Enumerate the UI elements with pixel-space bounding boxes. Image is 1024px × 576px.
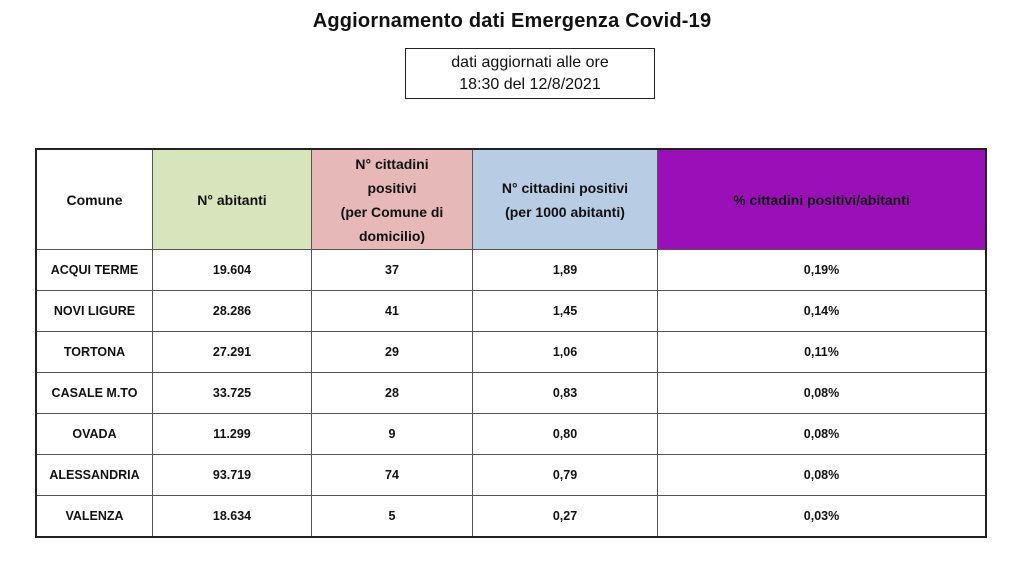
cell-perc: 0,14% (657, 290, 987, 332)
update-timestamp-box: dati aggiornati alle ore 18:30 del 12/8/… (405, 48, 655, 99)
cell-positivi: 37 (311, 249, 473, 291)
cell-per1000: 0,80 (472, 413, 658, 455)
cell-comune: OVADA (35, 413, 153, 455)
cell-per1000: 0,83 (472, 372, 658, 414)
cell-positivi: 41 (311, 290, 473, 332)
cell-per1000: 0,79 (472, 454, 658, 496)
cell-abitanti: 11.299 (152, 413, 312, 455)
cell-per1000: 0,27 (472, 495, 658, 538)
cell-abitanti: 27.291 (152, 331, 312, 373)
table-row: OVADA 11.299 9 0,80 0,08% (35, 413, 987, 455)
cell-perc: 0,11% (657, 331, 987, 373)
header-positivi-line: (per Comune di (340, 203, 444, 220)
update-line-1: dati aggiornati alle ore (451, 54, 609, 71)
table-row: NOVI LIGURE 28.286 41 1,45 0,14% (35, 290, 987, 332)
cell-abitanti: 18.634 (152, 495, 312, 538)
table-body: ACQUI TERME 19.604 37 1,89 0,19% NOVI LIGURE 2… (35, 249, 987, 538)
cell-per1000: 1,45 (472, 290, 658, 332)
header-positivi-line: domicilio) (358, 227, 426, 244)
cell-perc: 0,08% (657, 413, 987, 455)
cell-positivi: 29 (311, 331, 473, 373)
table-row: TORTONA 27.291 29 1,06 0,11% (35, 331, 987, 373)
table-row: ACQUI TERME 19.604 37 1,89 0,19% (35, 249, 987, 291)
cell-per1000: 1,89 (472, 249, 658, 291)
cell-comune: VALENZA (35, 495, 153, 538)
cell-abitanti: 28.286 (152, 290, 312, 332)
header-positivi-line: N° cittadini (355, 155, 429, 172)
cell-positivi: 9 (311, 413, 473, 455)
cell-comune: ALESSANDRIA (35, 454, 153, 496)
header-per1000: N° cittadini positivi (per 1000 abitanti… (472, 148, 658, 250)
header-per1000-line: N° cittadini positivi (501, 179, 629, 196)
table-row: VALENZA 18.634 5 0,27 0,03% (35, 495, 987, 538)
cell-comune: CASALE M.TO (35, 372, 153, 414)
update-line-2: 18:30 del 12/8/2021 (459, 76, 601, 93)
cell-positivi: 5 (311, 495, 473, 538)
cell-comune: ACQUI TERME (35, 249, 153, 291)
header-abitanti: N° abitanti (152, 148, 312, 250)
header-per1000-line: (per 1000 abitanti) (505, 203, 625, 220)
cell-positivi: 74 (311, 454, 473, 496)
table-row: ALESSANDRIA 93.719 74 0,79 0,08% (35, 454, 987, 496)
covid-data-table: Comune N° abitanti N° cittadini positivi… (35, 148, 987, 538)
cell-positivi: 28 (311, 372, 473, 414)
header-positivi: N° cittadini positivi (per Comune di dom… (311, 148, 473, 250)
cell-perc: 0,08% (657, 454, 987, 496)
page-title: Aggiornamento dati Emergenza Covid-19 (312, 10, 712, 32)
cell-abitanti: 19.604 (152, 249, 312, 291)
cell-comune: TORTONA (35, 331, 153, 373)
table-row: CASALE M.TO 33.725 28 0,83 0,08% (35, 372, 987, 414)
cell-comune: NOVI LIGURE (35, 290, 153, 332)
header-perc: % cittadini positivi/abitanti (657, 148, 987, 250)
header-positivi-line: positivi (367, 179, 417, 196)
table-header-row: Comune N° abitanti N° cittadini positivi… (35, 148, 987, 250)
cell-abitanti: 33.725 (152, 372, 312, 414)
cell-perc: 0,08% (657, 372, 987, 414)
cell-abitanti: 93.719 (152, 454, 312, 496)
cell-perc: 0,03% (657, 495, 987, 538)
cell-per1000: 1,06 (472, 331, 658, 373)
cell-perc: 0,19% (657, 249, 987, 291)
header-comune: Comune (35, 148, 153, 250)
